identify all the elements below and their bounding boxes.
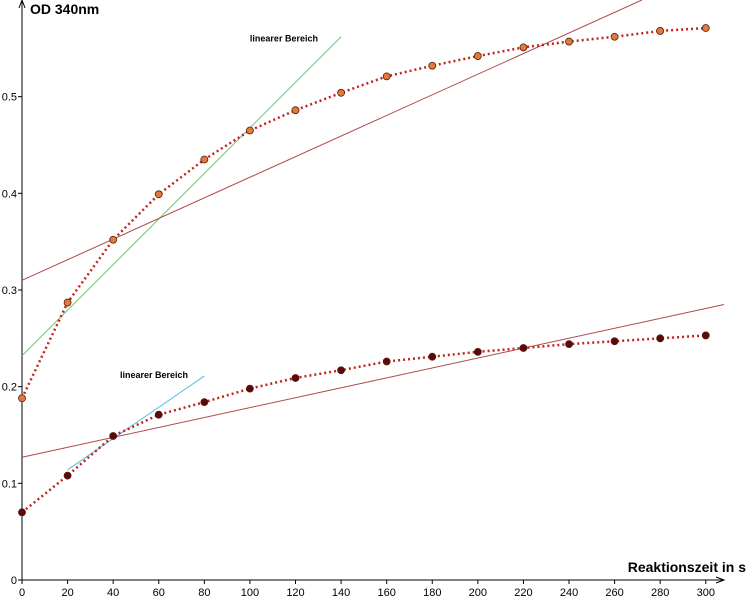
data-point xyxy=(382,357,391,366)
data-point xyxy=(565,340,573,349)
data-point xyxy=(109,235,118,244)
annotation: linearer Bereich xyxy=(250,34,318,44)
data-point xyxy=(109,432,118,440)
data-point xyxy=(382,72,391,81)
y-axis-arrow xyxy=(18,0,26,9)
x-tick-label: 180 xyxy=(423,587,441,599)
x-tick-label: 100 xyxy=(241,587,259,599)
data-point xyxy=(701,331,710,340)
data-point xyxy=(18,508,26,517)
data-point xyxy=(154,410,163,419)
data-point xyxy=(246,384,254,393)
x-tick-label: 0 xyxy=(19,587,25,599)
x-tick-label: 20 xyxy=(61,587,73,599)
y-tick-label: 0.3 xyxy=(2,285,17,297)
x-tick-label: 40 xyxy=(107,587,119,599)
x-tick-label: 200 xyxy=(469,587,487,599)
x-tick-label: 240 xyxy=(560,587,578,599)
data-point xyxy=(610,32,619,41)
x-tick-label: 80 xyxy=(198,587,210,599)
data-point xyxy=(246,126,254,135)
data-point xyxy=(519,43,528,52)
data-point xyxy=(291,106,300,115)
x-axis-label: Reaktionszeit in s xyxy=(628,559,746,575)
data-point xyxy=(473,347,482,356)
x-tick-label: 160 xyxy=(377,587,395,599)
series-line xyxy=(21,334,706,514)
data-point xyxy=(337,88,345,97)
data-point xyxy=(519,344,528,352)
data-point xyxy=(18,394,26,403)
data-point xyxy=(473,52,482,60)
x-tick-label: 260 xyxy=(605,587,623,599)
data-point xyxy=(200,155,209,164)
data-point xyxy=(63,298,72,307)
data-point xyxy=(565,37,573,46)
x-tick-label: 300 xyxy=(697,587,715,599)
x-tick-label: 140 xyxy=(332,587,350,599)
data-point xyxy=(200,398,209,407)
data-point xyxy=(63,471,72,480)
reference-line xyxy=(21,0,643,281)
data-point xyxy=(154,190,163,199)
x-tick-label: 280 xyxy=(651,587,669,599)
y-tick-label: 0.2 xyxy=(2,382,17,394)
x-tick-label: 120 xyxy=(286,587,304,599)
reference-line xyxy=(21,36,342,357)
y-tick-label: 0.4 xyxy=(2,188,17,200)
annotation: linearer Bereich xyxy=(120,370,188,380)
reference-line xyxy=(21,304,725,458)
data-point xyxy=(610,337,619,346)
x-axis-arrow xyxy=(715,576,726,584)
series-line xyxy=(20,26,706,399)
data-point xyxy=(656,27,665,35)
y-tick-label: 0 xyxy=(11,575,17,587)
data-point xyxy=(428,61,437,70)
y-tick-label: 0.5 xyxy=(2,92,17,104)
x-tick-label: 220 xyxy=(514,587,532,599)
data-point xyxy=(291,374,300,382)
x-tick-label: 60 xyxy=(153,587,165,599)
y-tick-label: 0.1 xyxy=(2,478,17,490)
reference-line xyxy=(67,375,205,471)
data-point xyxy=(428,352,437,361)
data-point xyxy=(701,24,710,32)
data-point xyxy=(337,366,345,375)
data-point xyxy=(656,334,665,343)
y-axis-label: OD 340nm xyxy=(30,1,99,17)
